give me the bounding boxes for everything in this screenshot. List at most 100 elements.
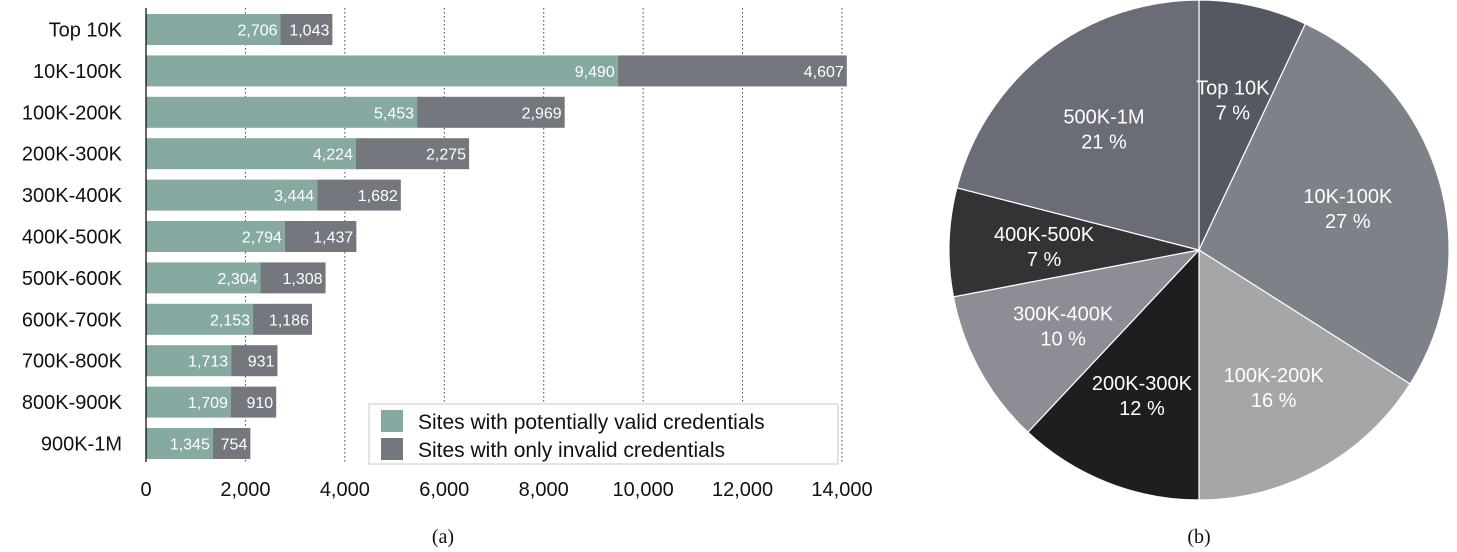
pie-slice — [1198, 248, 1411, 501]
bar-invalid — [280, 14, 333, 45]
slice-label: 300K-400K — [1013, 304, 1114, 326]
bar-valid — [146, 14, 281, 45]
legend-label-valid: Sites with potentially valid credentials — [418, 411, 765, 434]
bar-invalid — [317, 179, 401, 211]
x-tick-label: 10,000 — [613, 479, 674, 501]
pie-labels: Top 10K 7 % 10K-100K 27 % 100K-200K 16 % 200K-… — [994, 78, 1393, 420]
data-label: 3,444 — [274, 188, 314, 205]
slice-label: Top 10K — [1196, 78, 1270, 100]
bar-invalid — [284, 221, 357, 252]
caption-b: (b) — [1187, 526, 1210, 548]
category-label: 100K-200K — [22, 102, 123, 124]
data-label: 1,682 — [358, 188, 398, 205]
bar-valid — [146, 55, 618, 87]
bar-invalid — [230, 386, 277, 418]
pie-slice — [952, 249, 1201, 434]
bar-valid — [146, 138, 356, 170]
slice-label: 400K-500K — [994, 224, 1095, 246]
slice-percent: 27 % — [1325, 211, 1371, 233]
data-label: 754 — [221, 437, 248, 454]
category-label: 800K-900K — [22, 392, 123, 414]
data-label: 1,308 — [283, 271, 323, 288]
category-label: 500K-600K — [22, 268, 123, 290]
bar-invalid — [253, 303, 312, 335]
x-tick-label: 2,000 — [220, 479, 270, 501]
category-label: 10K-100K — [33, 61, 123, 83]
category-label: 300K-400K — [22, 185, 123, 207]
caption-a: (a) — [432, 526, 454, 548]
data-label: 931 — [248, 354, 275, 371]
data-label: 1,437 — [313, 230, 353, 247]
bar-marks: 2,706 1,043 9,490 4,607 5,453 2,969 4,224 2,275… — [146, 14, 847, 459]
x-tick-label: 4,000 — [320, 479, 370, 501]
slice-label: 10K-100K — [1303, 186, 1393, 208]
x-tick-labels: 0 2,000 4,000 6,000 8,000 10,000 12,000 14,000 — [140, 479, 872, 501]
category-label: 200K-300K — [22, 144, 123, 166]
data-label: 2,304 — [217, 271, 257, 288]
x-tick-label: 14,000 — [811, 479, 872, 501]
legend-swatch-valid — [381, 410, 403, 432]
bar-valid — [146, 386, 231, 418]
slice-percent: 21 % — [1081, 132, 1127, 154]
bar-invalid — [231, 345, 278, 377]
data-label: 1,709 — [188, 395, 228, 412]
data-label: 2,969 — [522, 105, 562, 122]
data-label: 2,275 — [426, 147, 466, 164]
category-label: 900K-1M — [41, 434, 122, 456]
bar-valid — [146, 303, 254, 335]
data-label: 2,706 — [237, 23, 277, 40]
pie-slice — [1198, 0, 1307, 251]
legend: Sites with potentially valid credentials… — [368, 403, 839, 465]
bar-invalid — [355, 138, 470, 170]
pie-chart: Top 10K 7 % 10K-100K 27 % 100K-200K 16 % 200K-… — [948, 0, 1450, 548]
pie-slices — [948, 0, 1450, 501]
category-label: 600K-700K — [22, 309, 123, 331]
category-label: Top 10K — [49, 20, 123, 42]
pie-slice — [1198, 22, 1450, 385]
slice-label: 100K-200K — [1224, 365, 1325, 387]
bar-invalid — [617, 55, 847, 87]
bar-valid — [146, 428, 213, 459]
data-label: 4,224 — [313, 147, 353, 164]
slice-label: 500K-1M — [1063, 107, 1144, 129]
legend-label-invalid: Sites with only invalid credentials — [418, 439, 725, 462]
x-tick-label: 8,000 — [519, 479, 569, 501]
pie-slice — [948, 187, 1200, 298]
bar-valid — [146, 96, 418, 128]
data-label: 2,153 — [210, 312, 250, 329]
data-label: 4,607 — [804, 64, 844, 81]
bar-invalid — [417, 96, 565, 128]
data-label: 1,186 — [269, 312, 309, 329]
slice-percent: 12 % — [1119, 398, 1165, 420]
legend-box — [368, 403, 839, 465]
slice-label: 200K-300K — [1092, 373, 1193, 395]
bar-valid — [146, 221, 285, 252]
bar-invalid — [212, 428, 251, 459]
pie-slice — [956, 0, 1200, 251]
slice-percent: 7 % — [1216, 103, 1251, 125]
x-tick-label: 0 — [140, 479, 151, 501]
data-label: 1,713 — [188, 354, 228, 371]
data-label: 9,490 — [575, 64, 615, 81]
bar-chart: 2,706 1,043 9,490 4,607 5,453 2,969 4,224 2,275… — [22, 8, 873, 548]
data-label: 910 — [246, 395, 273, 412]
data-label: 1,043 — [289, 23, 329, 40]
pie-slice — [1027, 248, 1200, 501]
bar-valid — [146, 345, 232, 377]
bar-valid — [146, 179, 318, 211]
category-label: 700K-800K — [22, 351, 123, 373]
data-label: 1,345 — [170, 437, 210, 454]
x-tick-label: 12,000 — [712, 479, 773, 501]
bar-invalid — [260, 262, 326, 294]
x-tick-label: 6,000 — [419, 479, 469, 501]
category-labels: Top 10K 10K-100K 100K-200K 200K-300K 300K-40… — [22, 20, 123, 456]
category-label: 400K-500K — [22, 227, 123, 249]
slice-percent: 10 % — [1040, 329, 1086, 351]
data-label: 2,794 — [242, 230, 282, 247]
data-label: 5,453 — [374, 105, 414, 122]
slice-percent: 7 % — [1027, 249, 1062, 271]
legend-swatch-invalid — [381, 438, 403, 460]
slice-percent: 16 % — [1251, 390, 1297, 412]
bar-valid — [146, 262, 261, 294]
